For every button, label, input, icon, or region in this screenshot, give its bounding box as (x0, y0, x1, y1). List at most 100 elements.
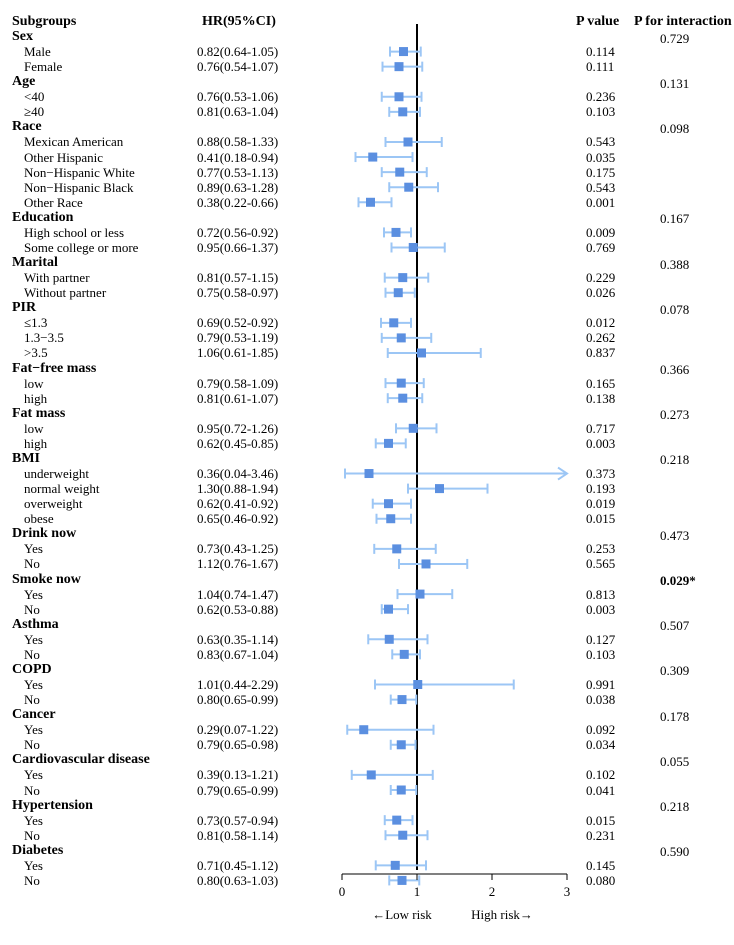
p-value: 0.127 (586, 631, 616, 647)
row-label: high (24, 390, 48, 406)
p-interaction-value: 0.273 (660, 407, 690, 423)
x-tick-label: 1 (414, 884, 421, 899)
p-value: 0.165 (586, 375, 616, 391)
row-label: No (24, 556, 40, 572)
hr-text: 1.12(0.76-1.67) (197, 556, 279, 572)
hr-marker (413, 680, 423, 690)
p-value: 0.236 (586, 89, 616, 105)
p-value: 0.111 (586, 59, 615, 75)
p-value: 0.114 (586, 44, 615, 60)
hr-text: 0.73(0.57-0.94) (197, 812, 279, 828)
row-label: Yes (24, 722, 43, 738)
hr-text: 0.95(0.72-1.26) (197, 420, 279, 436)
hr-marker (398, 393, 408, 403)
p-interaction-value: 0.218 (660, 799, 690, 815)
row-label: Yes (24, 857, 43, 873)
row-label: Non−Hispanic Black (24, 179, 134, 195)
p-value: 0.543 (586, 134, 616, 150)
p-interaction-value: 0.507 (660, 618, 690, 634)
row-label: Other Hispanic (24, 149, 104, 165)
p-value: 0.080 (586, 872, 616, 888)
header-p-value-text: P value (576, 14, 620, 29)
row-label: High school or less (24, 224, 125, 240)
row-label: underweight (24, 466, 89, 482)
hr-marker (417, 348, 426, 358)
group-label: Race (12, 119, 42, 135)
p-value: 0.717 (586, 420, 616, 436)
p-value: 0.019 (586, 496, 616, 512)
hr-text: 0.29(0.07-1.22) (197, 722, 279, 738)
p-value: 0.103 (586, 646, 616, 662)
hr-marker (392, 544, 402, 554)
hr-text: 0.88(0.58-1.33) (197, 134, 279, 150)
low-risk-label: ←Low risk (372, 907, 432, 922)
group-label: Fat mass (12, 405, 66, 421)
hr-text: 0.69(0.52-0.92) (197, 315, 279, 331)
row-label: high (24, 435, 48, 451)
p-value: 0.009 (586, 224, 616, 240)
row-label: No (24, 601, 40, 617)
hr-text: 0.79(0.65-0.98) (197, 737, 279, 753)
p-interaction-value: 0.178 (660, 708, 690, 724)
row-label: No (24, 782, 40, 798)
hr-marker (398, 107, 408, 117)
hr-marker (391, 227, 401, 237)
hr-text: 0.81(0.61-1.07) (197, 390, 279, 406)
hr-text: 0.76(0.54-1.07) (197, 59, 279, 75)
hr-text: 0.77(0.53-1.13) (197, 164, 279, 180)
row-label: Yes (24, 631, 43, 647)
group-label: Cancer (12, 707, 56, 723)
p-value: 0.138 (586, 390, 616, 406)
hr-marker (384, 634, 394, 644)
hr-text: 1.04(0.74-1.47) (197, 586, 279, 602)
hr-text: 1.01(0.44-2.29) (197, 677, 279, 692)
p-value: 0.015 (586, 812, 616, 828)
header-hr: HR(95%CI) (202, 14, 276, 29)
header-p-value: P value (576, 14, 619, 29)
p-value: 0.102 (586, 767, 616, 783)
header-p-interaction: P for interaction (634, 14, 732, 29)
row-label: Mexican American (24, 134, 124, 150)
p-value: 0.769 (586, 239, 616, 255)
group-label: Smoke now (12, 571, 81, 587)
hr-text: 1.30(0.88-1.94) (197, 481, 279, 497)
row-label: No (24, 646, 40, 662)
row-label: Non−Hispanic White (24, 164, 135, 180)
hr-marker (397, 695, 407, 705)
p-value: 0.262 (586, 330, 616, 346)
p-interaction-value: 0.366 (660, 362, 690, 378)
hr-marker (386, 514, 396, 524)
hr-text: 0.76(0.53-1.06) (197, 89, 279, 105)
p-value: 0.035 (586, 149, 616, 165)
row-label: <40 (24, 89, 45, 105)
row-label: Yes (24, 767, 43, 783)
row-label: With partner (24, 270, 90, 286)
hr-text: 0.80(0.63-1.03) (197, 872, 279, 888)
p-interaction-value: 0.078 (660, 301, 690, 317)
p-value: 0.015 (586, 511, 616, 527)
hr-text: 0.63(0.35-1.14) (197, 631, 279, 647)
group-label: PIR (12, 300, 37, 316)
p-value: 0.229 (586, 270, 616, 286)
hr-text: 0.81(0.57-1.15) (197, 270, 279, 286)
hr-marker (435, 484, 444, 494)
hr-marker (399, 47, 408, 57)
hr-text: 0.82(0.64-1.05) (197, 44, 279, 60)
hr-marker (404, 182, 414, 192)
row-label: 1.3−3.5 (24, 330, 64, 346)
p-interaction-value: 0.729 (660, 30, 690, 46)
hr-marker (366, 770, 376, 780)
hr-text: 0.41(0.18-0.94) (197, 149, 279, 165)
p-value: 0.003 (586, 435, 616, 451)
hr-marker (394, 92, 404, 102)
row-label: >3.5 (24, 345, 48, 361)
p-value: 0.041 (586, 782, 616, 798)
hr-marker (399, 649, 409, 659)
group-label: Diabetes (12, 842, 64, 858)
hr-marker (384, 499, 393, 509)
row-label: No (24, 827, 40, 843)
hr-marker (364, 469, 374, 479)
group-label: COPD (12, 661, 52, 677)
hr-marker (403, 137, 413, 147)
